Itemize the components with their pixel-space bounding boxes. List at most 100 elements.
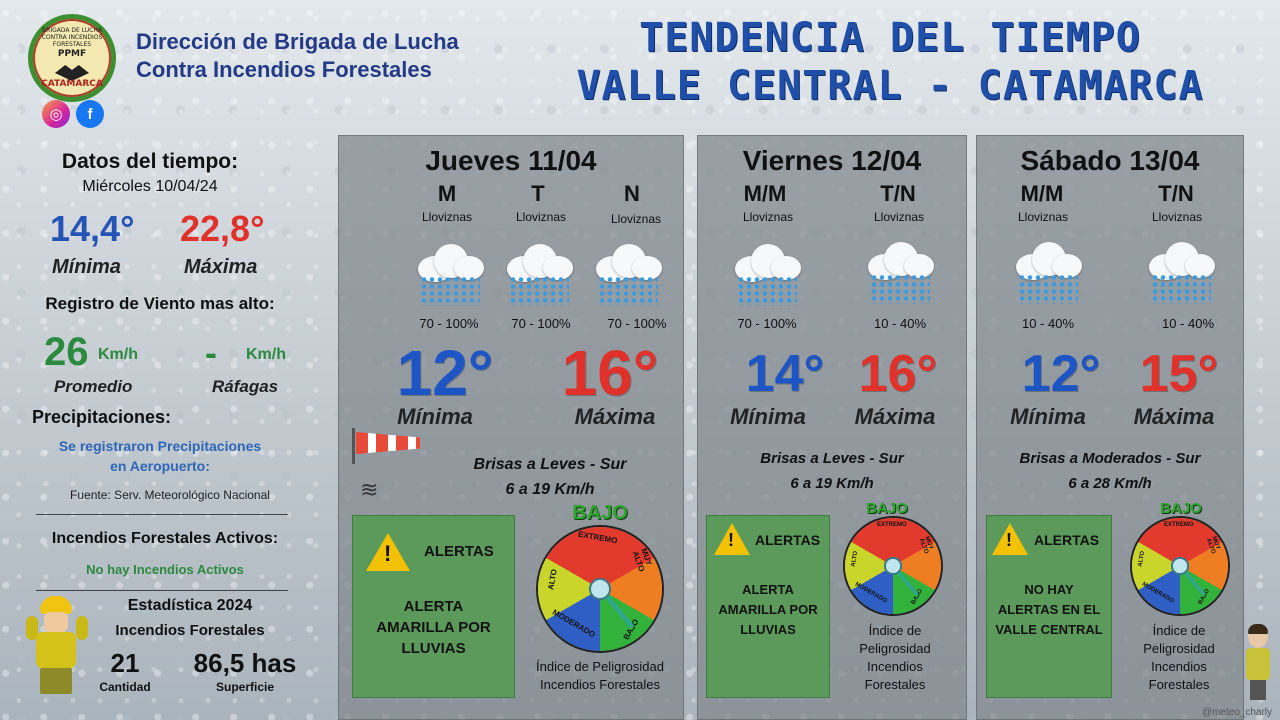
firefighter-mascot-icon (26, 596, 88, 694)
current-date: Miércoles 10/04/24 (82, 178, 218, 195)
forecast-max-temp: 16° (858, 345, 938, 403)
precipitation-text-line-1: Se registraron Precipitaciones (58, 438, 262, 454)
wind-gust-unit: Km/h (246, 346, 286, 363)
wind-forecast-line-2: 6 a 19 Km/h (790, 475, 874, 492)
wind-forecast: Brisas a Leves - Sur 6 a 19 Km/h (697, 446, 967, 496)
forecast-min-temp: 14° (745, 345, 825, 403)
wind-average-unit: Km/h (98, 346, 138, 363)
alert-text-line: LLUVIAS (740, 622, 796, 637)
rain-cloud-icon (864, 240, 936, 304)
condition-text: Lloviznas (1151, 210, 1203, 224)
organization-line-2: Contra Incendios Forestales (136, 57, 432, 82)
title-line-2: VALLE CENTRAL - CATAMARCA (576, 63, 1204, 109)
rain-probability: 70 - 100% (607, 316, 667, 331)
max-label: Máxima (1133, 404, 1215, 429)
wind-gust-label: Ráfagas (212, 377, 279, 396)
current-weather-heading: Datos del tiempo: (61, 150, 239, 173)
precipitation-text: Se registraron Precipitaciones en Aeropu… (20, 436, 300, 476)
danger-index-label: Índice de Peligrosidad Incendios Foresta… (840, 622, 950, 694)
wind-forecast: Brisas a Moderados - Sur 6 a 28 Km/h (976, 446, 1244, 496)
instagram-icon[interactable]: ◎ (42, 100, 70, 128)
alert-text-line: ALERTA (742, 582, 794, 597)
danger-index-line: Índice de (1152, 623, 1206, 638)
min-label: Mínima (730, 404, 806, 429)
wind-record-heading: Registro de Viento mas alto: (45, 294, 275, 313)
condition-text: Lloviznas (742, 210, 794, 224)
rain-probability: 70 - 100% (419, 316, 479, 331)
danger-index-label: Índice de Peligrosidad Incendios Foresta… (515, 658, 685, 694)
danger-index-line: Incendios (1151, 659, 1207, 674)
fire-count: 21 (110, 648, 140, 678)
title-line-1: TENDENCIA DEL TIEMPO (639, 15, 1141, 61)
rain-cloud-icon (503, 242, 575, 306)
gauge-hub (884, 557, 902, 575)
alert-title: ALERTAS (755, 532, 821, 548)
alert-title: ALERTAS (424, 543, 494, 560)
gauge-label-alto: ALTO (546, 568, 559, 591)
min-label: Mínima (1010, 404, 1086, 429)
statistics-heading: Estadística 2024 (127, 597, 253, 614)
precipitation-text-line-2: en Aeropuerto: (110, 458, 210, 474)
wind-forecast-line-1: Brisas a Leves - Sur (473, 456, 627, 473)
alert-text-line: AMARILLA POR (718, 602, 818, 617)
rain-cloud-icon (414, 242, 486, 306)
forecast-max-temp: 15° (1139, 345, 1219, 403)
condition-text: Lloviznas (515, 210, 567, 224)
wind-forecast-line-2: 6 a 28 Km/h (1068, 475, 1152, 492)
danger-index-line: Índice de Peligrosidad (536, 659, 664, 674)
day-title: Sábado 13/04 (1020, 145, 1200, 176)
danger-index-line: Índice de (868, 623, 922, 638)
rain-cloud-icon (1145, 240, 1217, 304)
danger-index-line: Incendios (867, 659, 923, 674)
gauge-label-extremo: EXTREMO (877, 522, 907, 528)
eagle-icon (55, 65, 89, 81)
alert-text: NO HAY ALERTAS EN EL VALLE CENTRAL (986, 580, 1112, 640)
danger-index-line: Peligrosidad (859, 641, 931, 656)
gauge-label-extremo: EXTREMO (577, 529, 619, 546)
alert-text-line: VALLE CENTRAL (995, 622, 1103, 637)
wind-average-value: 26 (44, 330, 89, 374)
rain-probability: 10 - 40% (1161, 316, 1215, 331)
fire-danger-gauge: EXTREMO MUY ALTO BAJO MODERADO ALTO (538, 527, 662, 651)
max-label: Máxima (574, 404, 656, 429)
wind-forecast-line-1: Brisas a Leves - Sur (760, 450, 904, 467)
rain-probability: 70 - 100% (737, 316, 797, 331)
burned-area: 86,5 has (193, 648, 297, 678)
data-source: Fuente: Serv. Meteorológico Nacional (70, 488, 270, 502)
period-label: T/N (880, 181, 916, 206)
gauge-hub (1171, 557, 1189, 575)
divider (36, 590, 288, 591)
danger-index-line: Incendios Forestales (540, 677, 660, 692)
danger-index-line: Forestales (864, 677, 926, 692)
alert-text-line: ALERTAS EN EL (997, 602, 1101, 617)
organization-line-1: Dirección de Brigada de Lucha (136, 29, 459, 54)
page-title: TENDENCIA DEL TIEMPO VALLE CENTRAL - CAT… (540, 14, 1240, 110)
period-label: T/N (1158, 181, 1194, 206)
rain-probability: 10 - 40% (1021, 316, 1075, 331)
wind-forecast: Brisas a Leves - Sur 6 a 19 Km/h (430, 452, 670, 502)
current-min-label: Mínima (52, 256, 121, 278)
alert-text-line: NO HAY (1024, 582, 1074, 597)
meteorologist-avatar-icon (1244, 624, 1272, 700)
wind-icon: ≋ (360, 478, 379, 503)
risk-level: BAJO (1160, 500, 1202, 517)
current-min-temp: 14,4° (50, 208, 135, 249)
forecast-min-temp: 12° (1021, 345, 1101, 403)
condition-text: Lloviznas (610, 212, 662, 226)
condition-text: Lloviznas (421, 210, 473, 224)
fire-danger-gauge: EXTREMO MUY ALTO BAJO MODERADO ALTO (1132, 518, 1228, 614)
statistics-subheading: Incendios Forestales (115, 622, 265, 639)
gauge-label-alto: ALTO (1137, 550, 1147, 568)
logo-bottom-text: CATAMARCA (41, 79, 103, 89)
burned-area-label: Superficie (215, 680, 275, 694)
facebook-icon[interactable]: f (76, 100, 104, 128)
period-label: M/M (1020, 181, 1064, 206)
active-fires-text: No hay Incendios Activos (86, 562, 244, 577)
fire-danger-gauge: EXTREMO MUY ALTO BAJO MODERADO ALTO (845, 518, 941, 614)
period-label: M (437, 181, 457, 206)
wind-average-label: Promedio (54, 377, 133, 396)
gauge-hub (588, 577, 612, 601)
risk-level: BAJO (866, 500, 908, 517)
windsock-icon (352, 428, 422, 464)
brigade-logo: BRIGADA DE LUCHA CONTRA INCENDIOS FOREST… (28, 14, 116, 102)
